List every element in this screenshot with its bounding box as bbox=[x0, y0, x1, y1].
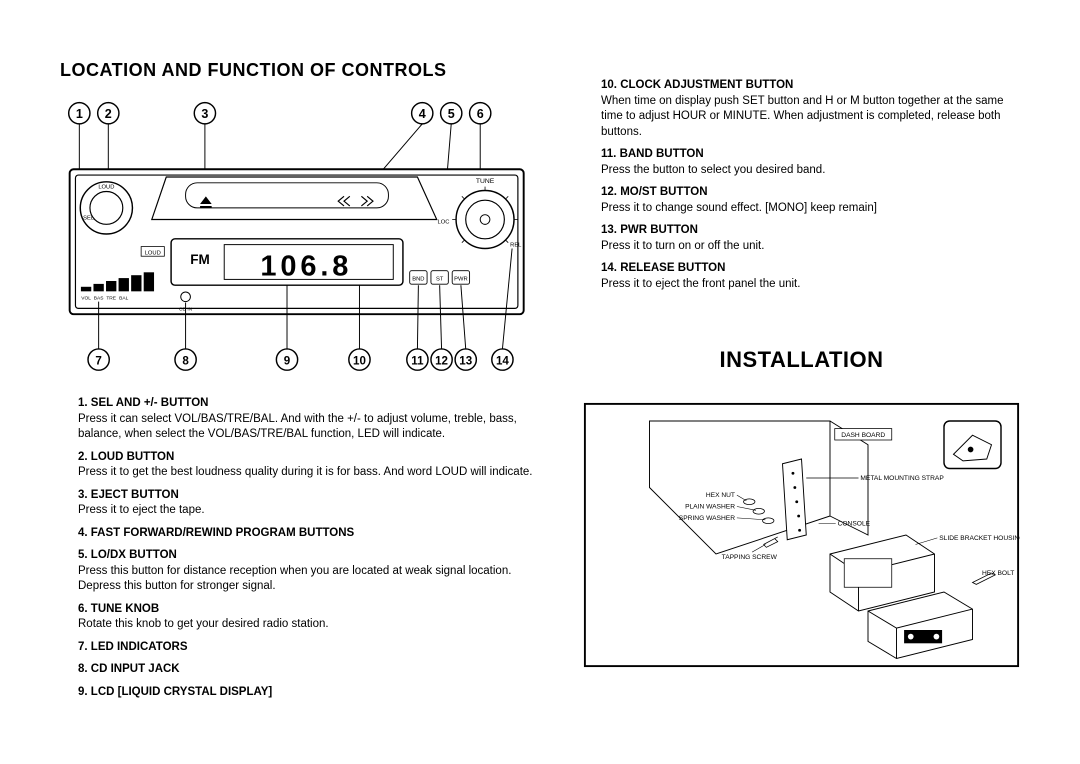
label-sel: SEL bbox=[83, 216, 95, 222]
led-bas: BAS bbox=[94, 296, 104, 302]
label-hexbolt: HEX BOLT bbox=[982, 570, 1014, 577]
callout-5: 5 bbox=[448, 107, 455, 121]
item-12: 12. MO/ST BUTTON Press it to change soun… bbox=[583, 185, 1020, 216]
btn-st: ST bbox=[436, 276, 444, 282]
item-2: 2. LOUD BUTTON Press it to get the best … bbox=[60, 450, 543, 481]
item-3: 3. EJECT BUTTON Press it to eject the ta… bbox=[60, 488, 543, 519]
item-7: 7. LED INDICATORS bbox=[60, 640, 543, 656]
item-14: 14. RELEASE BUTTON Press it to eject the… bbox=[583, 261, 1020, 292]
item-11: 11. BAND BUTTON Press the button to sele… bbox=[583, 147, 1020, 178]
callout-9: 9 bbox=[284, 355, 291, 367]
led-bal: BAL bbox=[119, 296, 128, 302]
label-strap: METAL MOUNTING STRAP bbox=[860, 475, 944, 482]
callout-14: 14 bbox=[496, 355, 509, 367]
item-9: 9. LCD [LIQUID CRYSTAL DISPLAY] bbox=[60, 685, 543, 701]
callout-6: 6 bbox=[477, 107, 484, 121]
btn-pwr: PWR bbox=[454, 276, 468, 282]
item-13: 13. PWR BUTTON Press it to turn on or of… bbox=[583, 223, 1020, 254]
label-loud: LOUD bbox=[145, 250, 161, 256]
lcd-band: FM bbox=[190, 252, 210, 267]
label-rel: REL bbox=[510, 243, 522, 249]
callout-2: 2 bbox=[105, 107, 112, 121]
label-loc: LOC bbox=[438, 219, 450, 225]
installation-title: INSTALLATION bbox=[583, 347, 1020, 373]
callout-4: 4 bbox=[419, 107, 426, 121]
label-hexnut: HEX NUT bbox=[706, 492, 735, 499]
label-plain: PLAIN WASHER bbox=[685, 504, 735, 511]
item-5: 5. LO/DX BUTTON Press this button for di… bbox=[60, 548, 543, 595]
right-column: 10. CLOCK ADJUSTMENT BUTTON When time on… bbox=[583, 60, 1020, 724]
callout-11: 11 bbox=[411, 355, 424, 367]
label-tune: TUNE bbox=[476, 178, 495, 185]
item-6: 6. TUNE KNOB Rotate this knob to get you… bbox=[60, 602, 543, 633]
controls-title: LOCATION AND FUNCTION OF CONTROLS bbox=[60, 60, 543, 81]
label-spring: SPRING WASHER bbox=[679, 515, 735, 522]
callout-10: 10 bbox=[353, 355, 366, 367]
led-tre: TRE bbox=[106, 296, 116, 302]
label-tap: TAPPING SCREW bbox=[722, 554, 778, 561]
btn-bnd: BND bbox=[412, 276, 424, 282]
label-housing: SLIDE BRACKET HOUSING bbox=[939, 535, 1020, 542]
controls-list-right: 10. CLOCK ADJUSTMENT BUTTON When time on… bbox=[583, 78, 1020, 292]
controls-list-left: 1. SEL AND +/- BUTTON Press it can selec… bbox=[60, 396, 543, 700]
callout-3: 3 bbox=[201, 107, 208, 121]
item-1: 1. SEL AND +/- BUTTON Press it can selec… bbox=[60, 396, 543, 443]
installation-diagram: DASH BOARD METAL MOUNTING STRAP HEX NUT … bbox=[583, 395, 1020, 675]
callout-7: 7 bbox=[95, 355, 101, 367]
callout-8: 8 bbox=[182, 355, 189, 367]
callout-1: 1 bbox=[76, 107, 83, 121]
callout-13: 13 bbox=[459, 355, 472, 367]
item-8: 8. CD INPUT JACK bbox=[60, 662, 543, 678]
left-column: LOCATION AND FUNCTION OF CONTROLS 1 2 3 … bbox=[60, 60, 543, 724]
led-vol: VOL bbox=[81, 296, 91, 302]
label-dash: DASH BOARD bbox=[841, 432, 885, 439]
label-console: CONSOLE bbox=[838, 521, 871, 528]
item-4: 4. FAST FORWARD/REWIND PROGRAM BUTTONS bbox=[60, 526, 543, 542]
item-10: 10. CLOCK ADJUSTMENT BUTTON When time on… bbox=[583, 78, 1020, 140]
radio-diagram: 1 2 3 4 5 6 LOUD SEL LOUD bbox=[60, 89, 543, 379]
lcd-freq: 106.8 bbox=[260, 251, 352, 283]
callout-12: 12 bbox=[435, 355, 448, 367]
label-loud-top: LOUD bbox=[98, 185, 114, 191]
